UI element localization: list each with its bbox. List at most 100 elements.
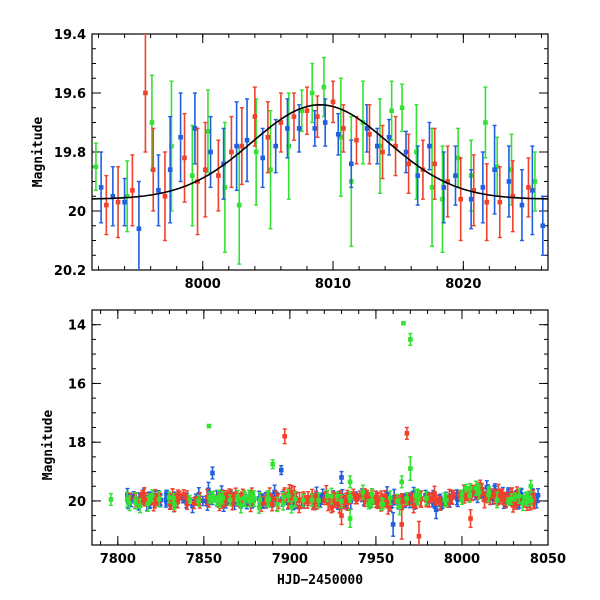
bottom-outlier-point-green xyxy=(399,479,405,485)
bottom-data-point-red xyxy=(464,491,469,496)
bottom-data-point-green xyxy=(265,496,271,501)
top-panel-zoom-light-curve: 8000 8010 8020 19.4 19.6 19.8 20 20.2 xyxy=(54,28,549,292)
bottom-data-point-green xyxy=(137,503,143,509)
top-data-point-green xyxy=(338,134,344,140)
bottom-data-point-red xyxy=(177,493,183,498)
bottom-data-point-green xyxy=(133,498,138,504)
bottom-outlier-point-red xyxy=(416,533,422,539)
bottom-data-point-green xyxy=(220,495,226,501)
bottom-data-point-green xyxy=(256,505,262,510)
top-data-point-green xyxy=(532,179,538,184)
bottom-outlier-point-blue xyxy=(278,467,284,473)
bottom-data-point-green xyxy=(187,496,192,502)
top-data-point-green xyxy=(509,167,514,172)
bottom-data-point-red xyxy=(451,492,457,497)
bottom-data-point-red xyxy=(501,496,506,502)
bottom-data-point-green xyxy=(424,495,429,501)
bottom-data-point-green xyxy=(281,494,286,500)
bottom-data-point-red xyxy=(514,500,519,506)
top-data-point-red xyxy=(278,120,284,125)
bottom-data-point-red xyxy=(429,496,435,501)
bottom-data-point-blue xyxy=(320,492,325,498)
top-y-tick-label: 19.6 xyxy=(54,87,86,102)
top-data-point-blue xyxy=(178,134,183,140)
bottom-data-point-red xyxy=(456,492,462,498)
bottom-data-point-red xyxy=(310,500,316,505)
top-frame xyxy=(91,33,549,271)
top-data-point-red xyxy=(526,185,531,190)
bottom-data-point-green xyxy=(512,494,518,500)
bottom-data-point-green xyxy=(316,498,322,503)
bottom-data-point-red xyxy=(432,496,438,502)
bottom-data-point-red xyxy=(411,503,416,509)
top-data-point-green xyxy=(440,196,445,202)
bottom-data-point-green xyxy=(520,500,526,506)
bottom-data-point-green xyxy=(286,493,291,498)
top-data-point-blue xyxy=(468,196,474,202)
bottom-data-point-red xyxy=(329,505,334,510)
bottom-data-point-green xyxy=(292,496,298,502)
top-y-tick-label: 19.8 xyxy=(54,146,86,161)
bottom-data-point-green xyxy=(127,500,132,506)
bottom-data-point-green xyxy=(208,497,213,503)
bottom-data-point-blue xyxy=(535,493,541,498)
top-data-point-blue xyxy=(221,161,226,167)
top-x-tick-label: 8020 xyxy=(445,277,481,292)
top-data-point-green xyxy=(268,167,273,172)
bottom-data-point-green xyxy=(509,496,514,502)
bottom-data-point-red xyxy=(503,497,509,503)
top-y-tick-label: 19.4 xyxy=(54,28,86,43)
bottom-outlier-point-green xyxy=(408,466,413,471)
top-data-point-blue xyxy=(415,173,421,178)
top-data-point-green xyxy=(253,149,259,155)
bottom-data-point-red xyxy=(367,496,372,501)
bottom-data-point-red xyxy=(153,494,158,499)
bottom-data-point-red xyxy=(142,499,148,505)
bottom-outlier-point-red xyxy=(282,434,288,439)
bottom-data-point-green xyxy=(516,493,522,499)
bottom-data-point-red xyxy=(449,495,455,501)
bottom-data-point-red xyxy=(385,504,391,509)
bottom-outlier-point-green xyxy=(347,479,353,485)
bottom-data-point-red xyxy=(289,490,295,496)
top-data-point-blue xyxy=(506,179,512,184)
top-x-tick-label: 8000 xyxy=(185,277,221,292)
bottom-data-point-green xyxy=(379,501,384,507)
bottom-data-point-green xyxy=(166,495,172,500)
top-y-axis-label: Magnitude xyxy=(31,117,46,188)
bottom-data-point-blue xyxy=(128,498,134,503)
bottom-data-point-red xyxy=(325,500,331,506)
bottom-data-point-blue xyxy=(200,498,206,504)
bottom-data-point-green xyxy=(172,502,177,507)
top-data-point-red xyxy=(432,161,437,167)
bottom-data-point-red xyxy=(364,493,370,498)
top-data-point-blue xyxy=(322,120,328,125)
bottom-data-point-red xyxy=(418,497,424,502)
bottom-data-point-red xyxy=(225,496,230,502)
bottom-data-point-green xyxy=(257,497,263,502)
bottom-data-point-green xyxy=(366,502,371,507)
top-data-point-blue xyxy=(98,185,104,190)
top-data-point-green xyxy=(309,90,315,96)
bottom-data-point-green xyxy=(476,489,482,495)
bottom-data-point-red xyxy=(357,493,363,498)
top-data-point-green xyxy=(377,143,383,149)
bottom-data-point-green xyxy=(459,497,465,503)
bottom-x-tick-label: 8050 xyxy=(530,552,566,567)
bottom-data-point-red xyxy=(344,496,349,502)
bottom-data-point-red xyxy=(142,492,147,497)
bottom-data-point-red xyxy=(383,498,389,504)
bottom-data-point-green xyxy=(309,497,315,503)
bottom-data-point-green xyxy=(145,501,151,507)
bottom-outlier-point-green xyxy=(206,423,212,429)
bottom-data-point-red xyxy=(510,502,516,508)
bottom-data-point-green xyxy=(147,496,152,502)
bottom-data-point-red xyxy=(237,497,243,503)
bottom-data-point-red xyxy=(341,500,347,506)
bottom-outlier-point-blue xyxy=(433,507,439,513)
top-data-point-red xyxy=(471,188,477,193)
bottom-data-point-red xyxy=(482,497,487,503)
bottom-data-point-green xyxy=(243,497,248,502)
bottom-outlier-point-green xyxy=(408,337,413,342)
bottom-data-point-red xyxy=(531,498,537,503)
